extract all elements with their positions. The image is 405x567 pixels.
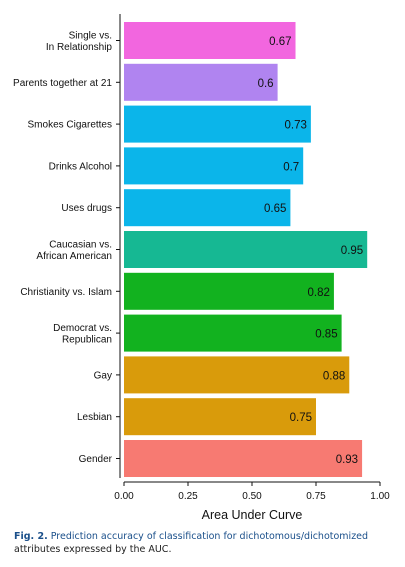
caption-fig-label: Fig. 2. [14,531,48,542]
category-label-7-0: Democrat vs. [53,323,112,334]
category-label-5-1: African American [36,251,112,262]
bar-value-label-1: 0.6 [258,78,274,90]
bar-value-label-4: 0.65 [264,203,286,215]
caption-lead: Prediction accuracy of classification fo… [50,531,369,542]
category-label-5-0: Caucasian vs. [49,239,112,250]
bar-10 [124,440,363,477]
x-tick-label-0: 0.00 [114,491,134,502]
bar-value-label-8: 0.88 [323,370,345,382]
bar-value-label-7: 0.85 [315,329,337,341]
x-tick-label-1: 0.25 [178,491,198,502]
bar-value-label-3: 0.7 [283,161,299,173]
category-label-2-0: Smokes Cigarettes [28,120,112,131]
x-axis-label: Area Under Curve [202,508,303,522]
bar-6 [124,272,334,310]
x-tick-label-3: 0.75 [306,491,326,502]
category-label-7-1: Republican [62,334,112,345]
category-label-1-0: Parents together at 21 [13,78,112,89]
category-label-0-0: Single vs. [69,30,112,41]
category-label-6-0: Christianity vs. Islam [20,287,112,298]
bar-value-label-2: 0.73 [284,120,306,132]
x-axis: 0.00 0.25 0.50 0.75 1.00 [114,14,390,502]
bar-value-label-10: 0.93 [336,454,358,466]
category-label-0-1: In Relationship [46,42,113,53]
category-label-4-0: Uses drugs [61,203,112,214]
bar-5 [124,231,368,268]
bar-value-label-9: 0.75 [290,412,312,424]
bar-4 [124,189,291,227]
bar-value-label-6: 0.82 [308,287,330,299]
category-label-9-0: Lesbian [77,412,112,423]
bar-9 [124,398,316,436]
category-label-10-0: Gender [79,454,113,465]
bar-0 [124,22,296,59]
bar-2 [124,105,311,143]
figure-caption: Fig. 2. Prediction accuracy of classific… [14,530,396,556]
bars-layer: 0.67 0.6 0.73 0.7 0.65 0.95 0.82 0.85 0.88 0.75 0.… [124,22,368,477]
bar-3 [124,147,304,185]
x-tick-label-2: 0.50 [242,491,262,502]
x-tick-label-4: 1.00 [370,491,390,502]
bar-7 [124,314,342,352]
category-labels: Single vs.In Relationship Parents togethe… [13,30,120,465]
bar-1 [124,63,278,101]
caption-rest: attributes expressed by the AUC. [14,544,172,555]
bar-8 [124,356,350,394]
category-label-8-0: Gay [94,370,112,381]
auc-bar-chart: 0.670.60.730.70.650.950.820.850.880.750.… [13,14,390,522]
bar-value-label-5: 0.95 [341,245,363,257]
bar-value-label-0: 0.67 [269,36,291,48]
category-label-3-0: Drinks Alcohol [49,161,112,172]
